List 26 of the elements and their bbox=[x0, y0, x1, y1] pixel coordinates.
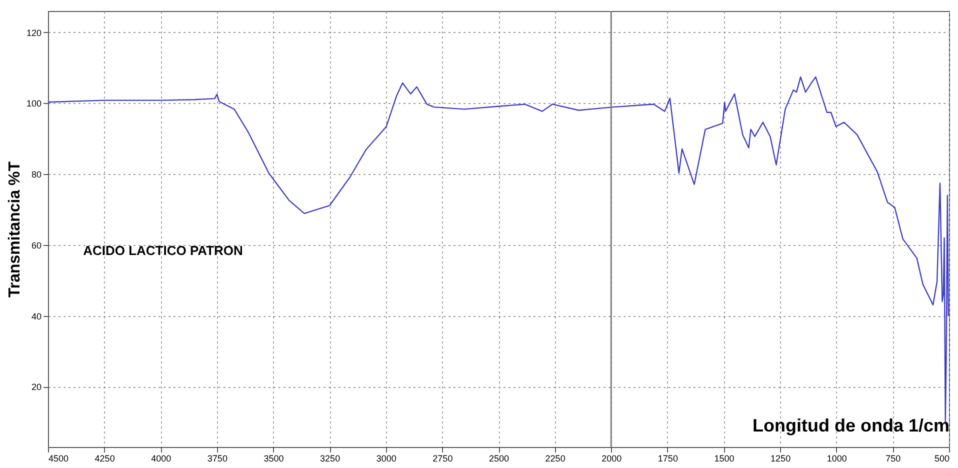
x-tick-label: 3250 bbox=[320, 454, 340, 464]
x-tick-label: 2500 bbox=[488, 454, 510, 464]
x-tick-label: 1000 bbox=[826, 454, 847, 464]
x-tick-label: 4000 bbox=[151, 454, 172, 464]
y-tick-label: 80 bbox=[31, 170, 42, 180]
x-tick-label: 500 bbox=[934, 454, 950, 464]
x-tick-label: 3000 bbox=[376, 454, 396, 464]
x-tick-label: 1250 bbox=[770, 454, 791, 464]
x-tick-label: 2750 bbox=[432, 454, 453, 464]
y-tick-label: 40 bbox=[31, 311, 42, 322]
y-tick-label: 60 bbox=[31, 240, 42, 250]
x-tick-label: 1500 bbox=[714, 454, 734, 464]
x-tick-label: 4250 bbox=[94, 454, 115, 464]
x-tick-label: 750 bbox=[886, 454, 901, 464]
y-axis-title: Transmitancia %T bbox=[6, 161, 24, 298]
x-tick-label: 2250 bbox=[545, 454, 566, 464]
x-tick-label: 4500 bbox=[48, 454, 69, 464]
x-tick-label: 3500 bbox=[264, 454, 284, 464]
y-tick-label: 20 bbox=[31, 382, 42, 392]
y-tick-label: 100 bbox=[26, 98, 42, 109]
x-tick-label: 2000 bbox=[602, 454, 622, 464]
x-tick-label: 1750 bbox=[658, 454, 678, 464]
x-tick-label: 3750 bbox=[207, 454, 228, 464]
y-tick-label: 120 bbox=[26, 28, 42, 38]
annotation: ACIDO LACTICO PATRON bbox=[83, 243, 243, 258]
x-axis-title: Longitud de onda 1/cm bbox=[752, 416, 950, 436]
